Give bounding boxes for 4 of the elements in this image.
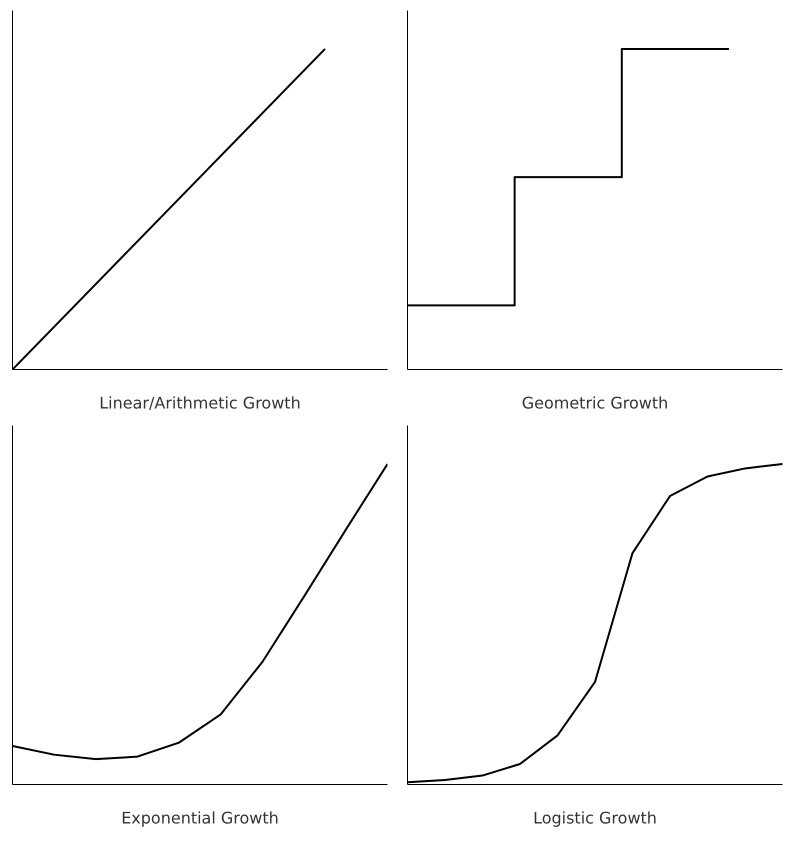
x-axis-title: Linear/Arithmetic Growth (99, 394, 301, 412)
x-axis-title: Geometric Growth (522, 394, 668, 412)
x-axis-title: Logistic Growth (533, 808, 657, 828)
x-axis-title: Exponential Growth (121, 808, 279, 828)
